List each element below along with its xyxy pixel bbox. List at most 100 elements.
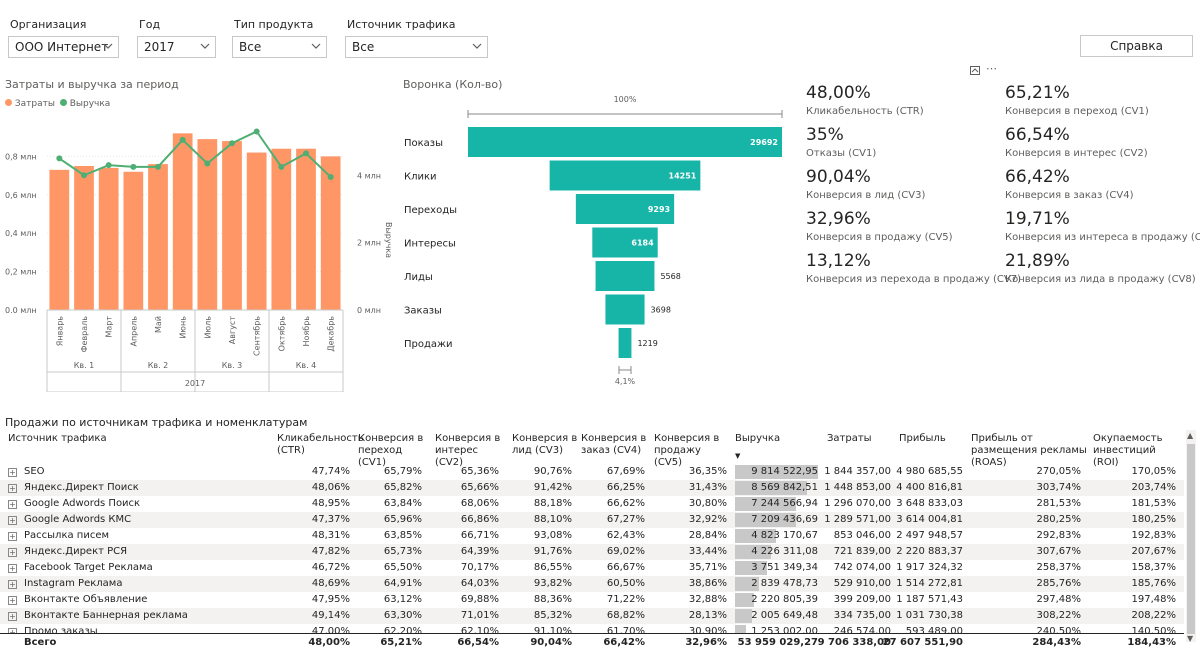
traffic-source-dropdown[interactable]: Все <box>345 36 488 58</box>
table-cell: 207,67% <box>1131 546 1177 557</box>
more-options-icon[interactable]: ⋯ <box>986 62 997 75</box>
table-cell: 742 074,00 <box>833 562 891 573</box>
year-dropdown[interactable]: 2017 <box>137 36 216 58</box>
table-row[interactable]: + Вконтакте Объявление 47,95% 63,12% 69,88% 8… <box>0 592 1184 608</box>
revenue-point <box>130 163 137 170</box>
combo-chart: 0.0 млн 0,2 млн 0,4 млн 0,6 млн 0,8 млн 0 млн… <box>5 128 393 392</box>
combo-chart-title: Затраты и выручка за период <box>5 78 179 91</box>
table-row[interactable]: + Вконтакте Баннерная реклама 49,14% 63,30%… <box>0 608 1184 624</box>
revenue-data-bar <box>735 593 754 607</box>
funnel-title: Воронка (Кол-во) <box>403 78 503 91</box>
revenue-point <box>278 163 285 170</box>
expand-plus-icon[interactable]: + <box>8 580 17 589</box>
table-cell: 90,76% <box>533 466 572 477</box>
expand-plus-icon[interactable]: + <box>8 532 17 541</box>
funnel-value-label: 3698 <box>651 306 671 315</box>
funnel-bar <box>575 194 675 224</box>
table-cell: 158,37% <box>1131 562 1177 573</box>
x-tick-label: Январь <box>55 316 64 346</box>
expand-plus-icon[interactable]: + <box>8 548 17 557</box>
column-header[interactable]: Конверсия в лид (CV3) <box>512 433 578 456</box>
focus-mode-icon[interactable] <box>970 66 980 75</box>
scrollbar-thumb[interactable] <box>1187 444 1195 634</box>
table-row[interactable]: + Рассылка писем 48,31% 63,85% 66,71% 93,08% 6… <box>0 528 1184 544</box>
expand-plus-icon[interactable]: + <box>8 596 17 605</box>
table-cell: 8 569 842,51 <box>751 482 818 493</box>
column-header[interactable]: Затраты <box>827 433 872 444</box>
legend-label: Затраты <box>14 99 55 109</box>
column-header[interactable]: Окупаемость инвестиций (ROI) <box>1093 433 1163 468</box>
table-cell: 88,18% <box>533 498 572 509</box>
table-cell: 281,53% <box>1036 498 1082 509</box>
cost-bar <box>123 171 144 310</box>
sort-desc-icon[interactable]: ▼ <box>735 452 741 460</box>
x-tick-label: Февраль <box>80 316 89 353</box>
table-row[interactable]: + SEO 47,74% 65,79% 65,36% 90,76% 67,69% 36,35%… <box>0 464 1184 480</box>
x-tick-label: Июнь <box>179 316 188 339</box>
column-header[interactable]: Кликабельность (CTR) <box>277 433 364 456</box>
column-header[interactable]: Конверсия в продажу (CV5) <box>654 433 720 468</box>
revenue-line <box>58 130 332 178</box>
legend-dot-icon <box>59 99 67 106</box>
scroll-up-icon[interactable]: ▲ <box>1187 431 1194 440</box>
table-row[interactable]: + Яндекс.Директ Поиск 48,06% 65,82% 65,66% 91… <box>0 480 1184 496</box>
table-cell: 66,86% <box>460 514 499 525</box>
table-cell: 7 209 436,69 <box>751 514 818 525</box>
revenue-data-bar <box>735 545 771 559</box>
table-cell: 1 031 730,38 <box>896 610 963 621</box>
dropdown-value: Все <box>239 40 262 54</box>
total-cell: 90,04% <box>530 637 572 648</box>
table-cell: 91,10% <box>533 626 572 637</box>
table-cell: 192,83% <box>1131 530 1177 541</box>
table-cell: 4 980 685,55 <box>896 466 963 477</box>
column-header[interactable]: Прибыль от размещения рекламы (ROAS) <box>971 433 1087 468</box>
table-cell: 3 648 833,03 <box>896 498 963 509</box>
column-header[interactable]: Конверсия в переход (CV1) <box>358 433 424 468</box>
table-cell: 67,27% <box>606 514 645 525</box>
kpi-label: Кликабельность (CTR) <box>806 106 924 117</box>
table-cell: 170,05% <box>1131 466 1177 477</box>
kpi-value: 90,04% <box>806 167 871 187</box>
table-cell: 2 005 649,48 <box>751 610 818 621</box>
help-button[interactable]: Справка <box>1080 35 1193 57</box>
table-cell: 48,95% <box>311 498 350 509</box>
column-header[interactable]: Конверсия в интерес (CV2) <box>435 433 501 468</box>
funnel-value-label: 29692 <box>750 138 778 147</box>
column-header[interactable]: Выручка <box>735 433 781 444</box>
funnel-stage-label: Интересы <box>404 239 456 250</box>
expand-plus-icon[interactable]: + <box>8 500 17 509</box>
year-label: 2017 <box>185 379 205 388</box>
expand-plus-icon[interactable]: + <box>8 564 17 573</box>
expand-plus-icon[interactable]: + <box>8 612 17 621</box>
funnel-bar <box>468 127 782 157</box>
table-row[interactable]: + Facebook Target Реклама 46,72% 65,50% 70,1… <box>0 560 1184 576</box>
table-cell: 66,25% <box>606 482 645 493</box>
table-cell: 1 289 571,00 <box>824 514 891 525</box>
table-row[interactable]: + Google Adwords Поиск 48,95% 63,84% 68,06% 8… <box>0 496 1184 512</box>
revenue-point <box>229 140 235 147</box>
column-header[interactable]: Источник трафика <box>8 433 107 444</box>
table-cell: 185,76% <box>1131 578 1177 589</box>
organization-dropdown[interactable]: ООО Интернет <box>8 36 119 58</box>
expand-plus-icon[interactable]: + <box>8 468 17 477</box>
scroll-down-icon[interactable]: ▼ <box>1187 634 1194 643</box>
product-type-dropdown[interactable]: Все <box>232 36 327 58</box>
table-cell: 48,31% <box>311 530 350 541</box>
total-cell: 66,42% <box>603 637 645 648</box>
table-cell: 88,36% <box>533 594 572 605</box>
traffic-source-cell: SEO <box>24 466 45 477</box>
column-header[interactable]: Прибыль <box>899 433 946 444</box>
kpi-value: 66,42% <box>1005 167 1070 187</box>
expand-plus-icon[interactable]: + <box>8 484 17 493</box>
table-row[interactable]: + Google Adwords КМС 47,37% 65,96% 66,86% 88,… <box>0 512 1184 528</box>
table-row[interactable]: + Instagram Реклама 48,69% 64,91% 64,03% 93,8… <box>0 576 1184 592</box>
table-row[interactable]: +Промо заказы47,00%62,20%62,10%91,10%61,… <box>0 624 1184 640</box>
table-cell: 86,55% <box>533 562 572 573</box>
table-cell: 93,08% <box>533 530 572 541</box>
table-cell: 270,05% <box>1036 466 1082 477</box>
kpi-label: Конверсия из интереса в продажу (CV6) <box>1005 232 1200 243</box>
column-header[interactable]: Конверсия в заказ (CV4) <box>581 433 647 456</box>
expand-plus-icon[interactable]: + <box>8 516 17 525</box>
table-row[interactable]: + Яндекс.Директ РСЯ 47,82% 65,73% 64,39% 91,7… <box>0 544 1184 560</box>
revenue-data-bar <box>735 577 759 591</box>
